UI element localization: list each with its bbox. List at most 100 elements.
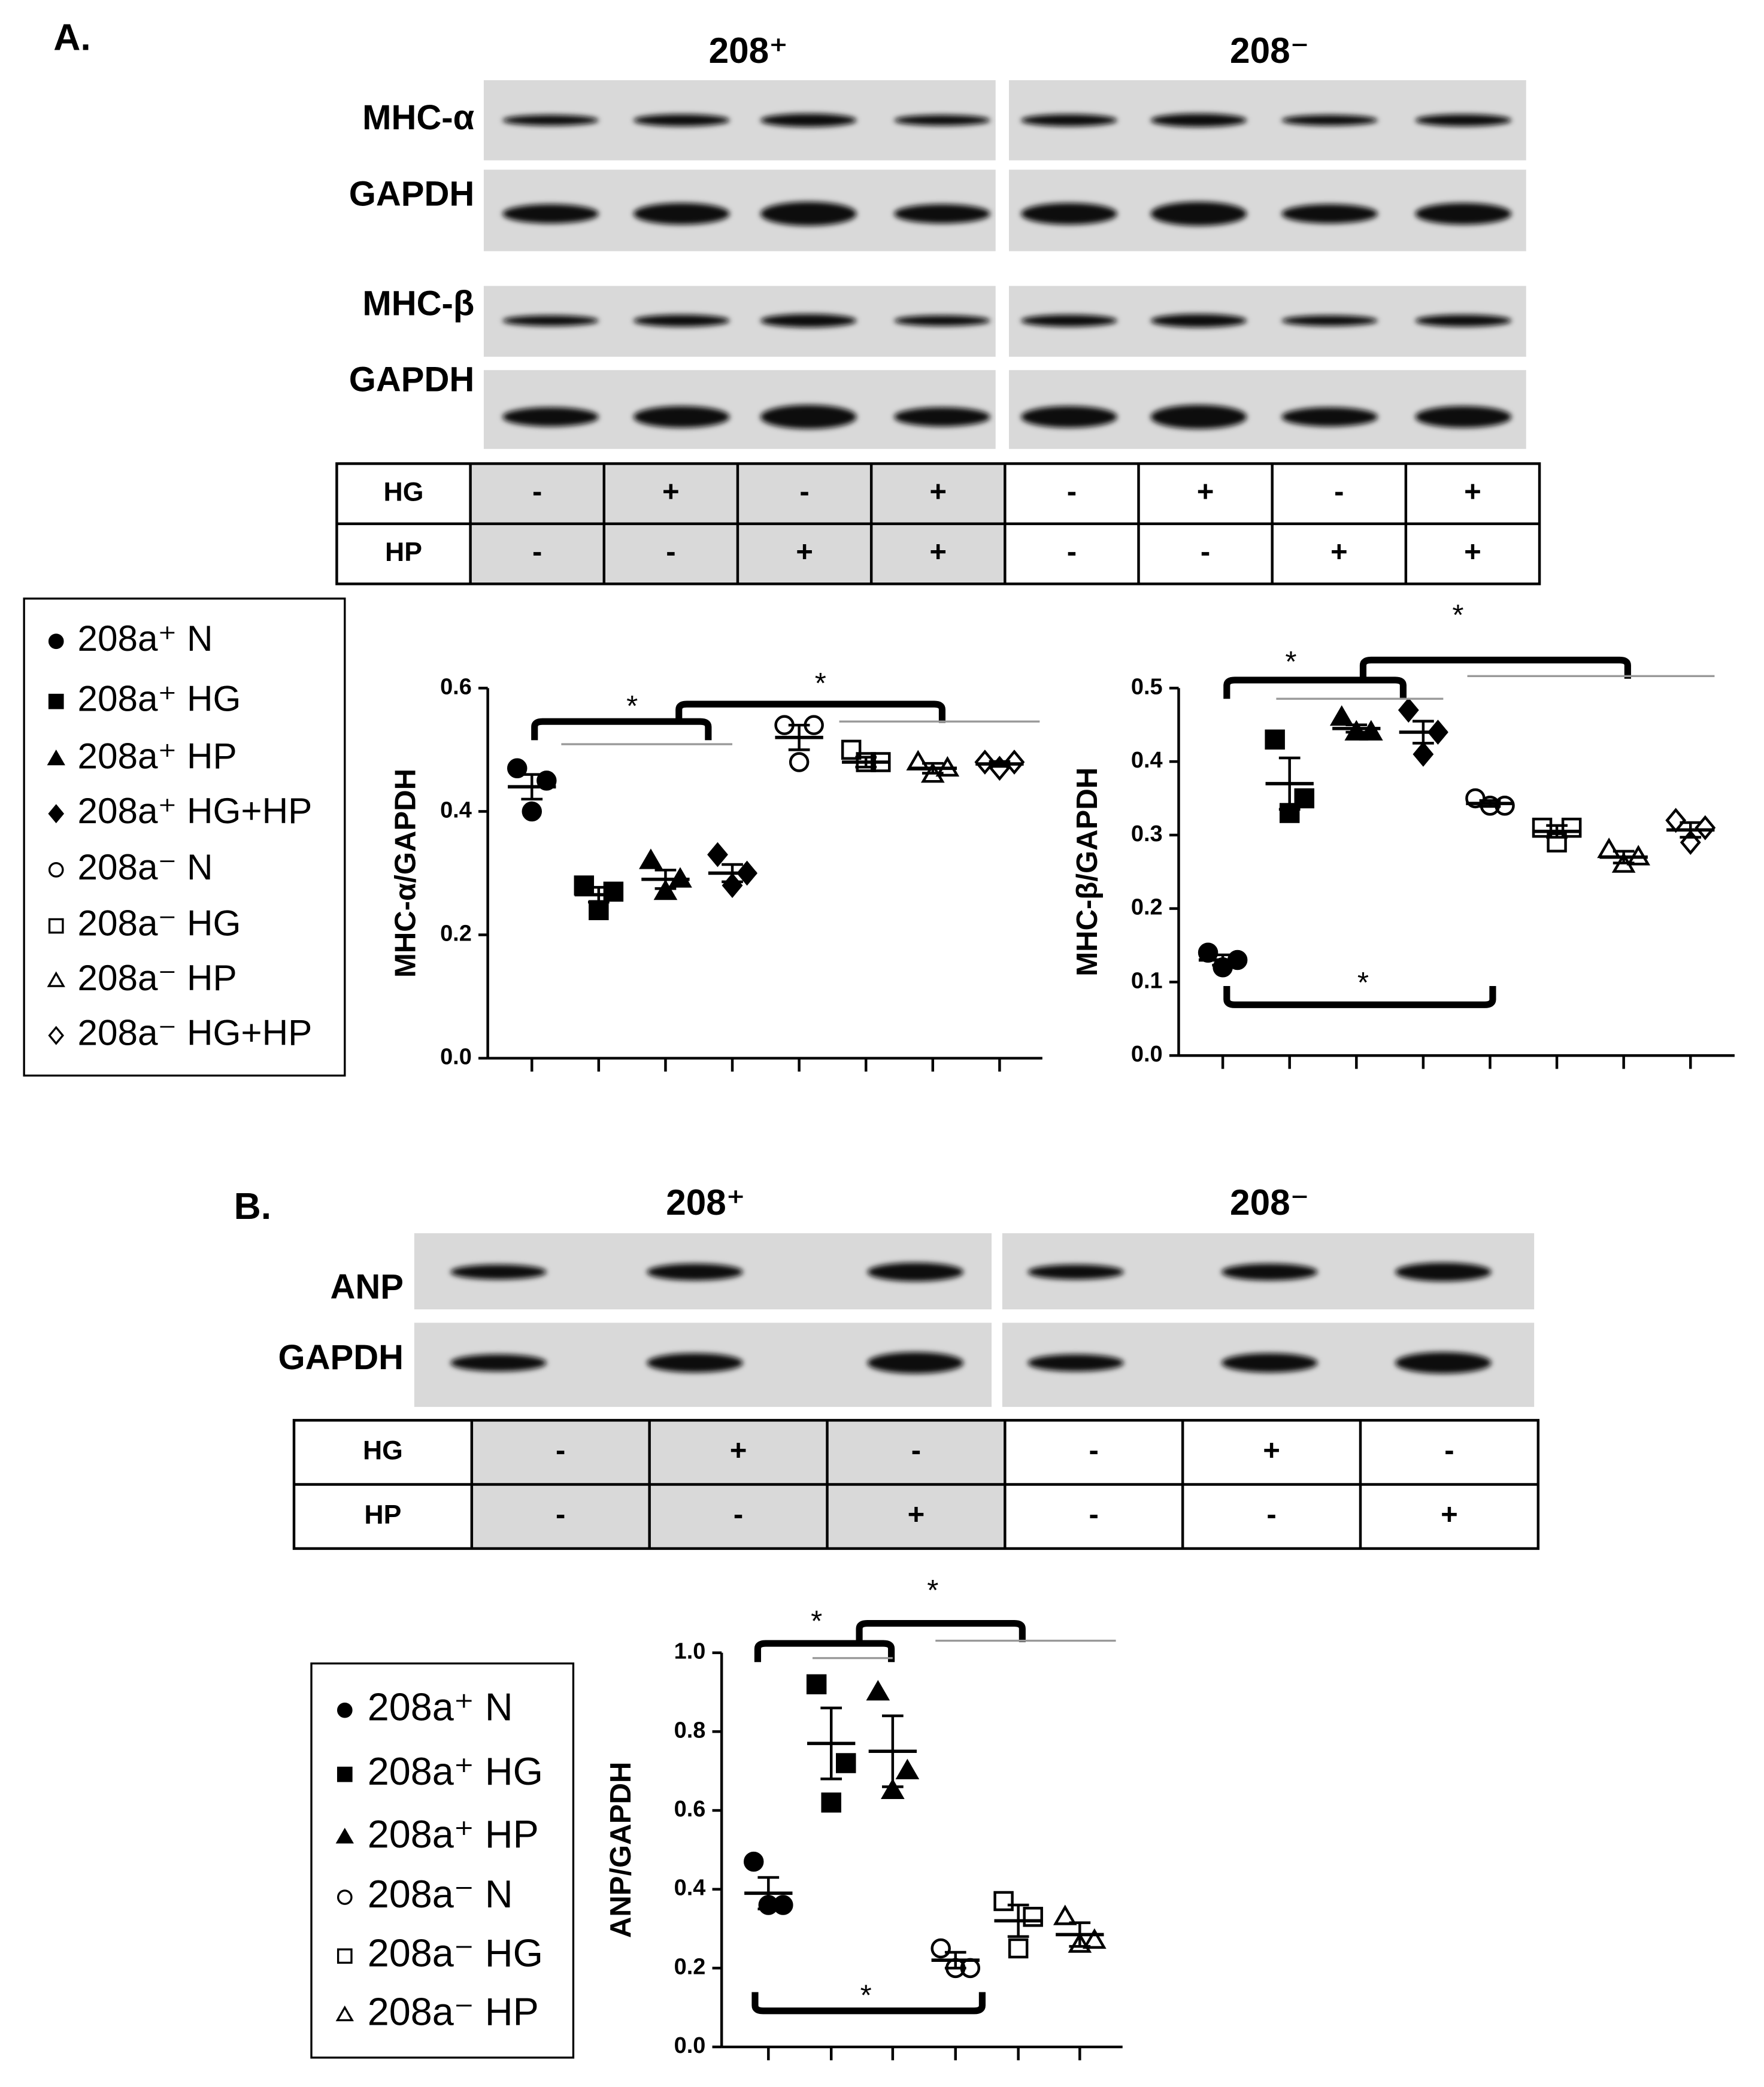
blot-band: [1150, 113, 1247, 128]
condition-cell: +: [908, 1498, 925, 1531]
legend-label: 208a⁺ HG: [368, 1749, 543, 1793]
blot-band: [1150, 201, 1247, 226]
blot-band: [1021, 406, 1117, 428]
data-point: [881, 1778, 905, 1799]
condition-cell: -: [1089, 1434, 1099, 1467]
condition-cell: +: [730, 1434, 747, 1467]
blot-band: [894, 204, 990, 224]
legend-marker: [48, 918, 64, 934]
y-tick-label: 0.4: [674, 1876, 706, 1901]
significance-star: *: [1452, 599, 1463, 632]
legend-label: 208a⁻ N: [77, 847, 213, 887]
error-bar: [1413, 720, 1434, 745]
condition-cell: -: [1089, 1498, 1099, 1531]
blot-band: [1028, 1264, 1124, 1280]
data-point: [1068, 1932, 1092, 1953]
condition-cell: -: [666, 536, 675, 568]
condition-name: HP: [385, 538, 422, 567]
legend-marker: [337, 1702, 353, 1718]
blot-band: [894, 114, 990, 126]
legend-marker: [47, 971, 65, 987]
blot-band: [1415, 314, 1512, 327]
legend-box: [23, 597, 346, 1077]
condition-cell: -: [1266, 1498, 1276, 1531]
data-point: [836, 1753, 856, 1773]
blot-band: [502, 407, 599, 427]
error-bar: [1212, 953, 1233, 967]
data-point: [841, 739, 862, 760]
blot-band: [450, 1354, 547, 1372]
blot-row-label: GAPDH: [349, 360, 475, 399]
condition-cell: +: [662, 476, 680, 508]
legend-marker: [337, 1766, 353, 1782]
condition-cell: +: [929, 476, 947, 508]
y-tick-label: 0.2: [674, 1954, 706, 1979]
data-point: [1597, 837, 1621, 859]
error-bar: [1345, 723, 1368, 734]
significance-star: *: [815, 668, 826, 700]
blot-band: [633, 114, 730, 126]
data-point: [707, 842, 728, 867]
legend-marker: [48, 1026, 65, 1045]
legend-marker: [335, 2005, 354, 2022]
data-point: [1265, 729, 1285, 750]
y-tick-label: 0.0: [674, 2033, 706, 2058]
significance-star: *: [811, 1606, 822, 1638]
data-point: [744, 1851, 764, 1872]
significance-star: *: [1357, 967, 1369, 999]
blot-band: [1150, 405, 1247, 429]
significance-star: *: [1285, 646, 1296, 678]
error-bar: [882, 1714, 904, 1788]
data-point: [806, 1674, 827, 1695]
error-bar: [722, 863, 743, 884]
blot-row-label: GAPDH: [349, 174, 475, 213]
condition-cell: -: [1067, 536, 1077, 568]
condition-cell: +: [1464, 476, 1481, 508]
significance-bracket: [1223, 677, 1407, 699]
legend-label: 208a⁻ HG+HP: [77, 1012, 312, 1053]
error-bar: [1680, 821, 1702, 839]
blot-row-label: MHC-α: [362, 98, 474, 137]
legend-label: 208a⁺ N: [77, 618, 213, 659]
error-bar: [989, 760, 1011, 768]
condition-cell: +: [1330, 536, 1348, 568]
data-point: [1665, 808, 1687, 833]
blot-band: [502, 204, 599, 224]
data-point: [1532, 817, 1553, 838]
condition-cell: -: [556, 1434, 565, 1467]
significance-bracket: [1359, 656, 1631, 679]
blot-band: [633, 406, 730, 428]
y-tick-label: 0.2: [1131, 895, 1163, 920]
data-point: [1053, 1904, 1077, 1925]
blot-row-label: ANP: [331, 1267, 404, 1306]
legend-label: 208a⁻ N: [368, 1872, 513, 1916]
y-axis-label: MHC-α/GAPDH: [390, 769, 422, 978]
legend-label: 208a⁺ HG: [77, 678, 241, 719]
significance-bracket: [531, 718, 712, 741]
blot-band: [760, 201, 857, 226]
data-point: [1329, 705, 1354, 726]
y-tick-label: 0.5: [1131, 674, 1163, 699]
blot-band: [1221, 1263, 1318, 1281]
blot-band: [1281, 114, 1378, 126]
y-tick-label: 0.4: [440, 797, 472, 823]
y-tick-label: 0.3: [1131, 821, 1163, 847]
y-tick-label: 1.0: [674, 1639, 706, 1664]
blot-band: [633, 203, 730, 225]
group-header: 208⁺: [666, 1182, 745, 1223]
blot-band: [502, 114, 599, 126]
data-point: [821, 1792, 841, 1813]
y-tick-label: 0.0: [440, 1045, 472, 1070]
error-bar: [757, 1876, 780, 1910]
condition-cell: +: [1197, 476, 1214, 508]
condition-cell: -: [1067, 476, 1077, 508]
condition-cell: -: [1334, 476, 1344, 508]
data-point: [789, 752, 810, 772]
blot-band: [867, 1352, 964, 1374]
blot-row-label: GAPDH: [278, 1338, 404, 1377]
legend-label: 208a⁺ HP: [368, 1812, 539, 1856]
legend-marker: [337, 1948, 353, 1964]
condition-cell: -: [1444, 1434, 1454, 1467]
blot-band: [1415, 114, 1512, 126]
legend-label: 208a⁻ HP: [368, 1990, 539, 2034]
